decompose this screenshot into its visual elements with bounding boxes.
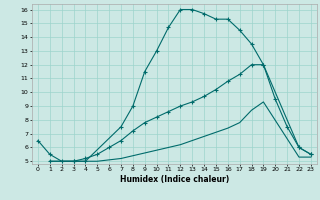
X-axis label: Humidex (Indice chaleur): Humidex (Indice chaleur) — [120, 175, 229, 184]
